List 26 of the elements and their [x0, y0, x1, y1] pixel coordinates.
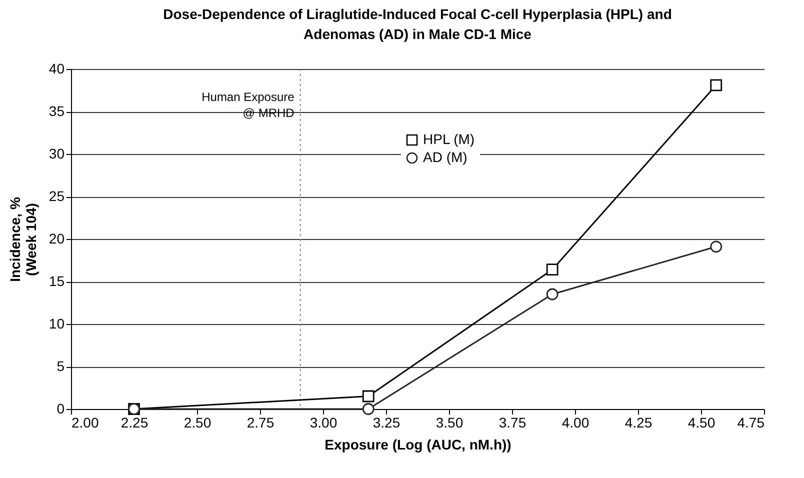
x-tick-label: 4.25: [624, 414, 652, 430]
y-tick-label: 15: [48, 273, 65, 289]
x-tick-label: 4.50: [688, 414, 716, 430]
y-tick-label: 40: [48, 60, 65, 76]
x-tick-label: 3.75: [498, 414, 526, 430]
y-tick-label: 20: [48, 230, 65, 246]
x-tick-label: 4.00: [562, 414, 590, 430]
y-axis-title: Incidence, % (Week 104): [6, 196, 39, 282]
x-tick-label: 3.00: [310, 414, 338, 430]
x-tick-label: 3.25: [372, 414, 400, 430]
chart-title: Dose-Dependence of Liraglutide-Induced Focal C-cell Hyperplasia (HPL) and Adenomas (AD) in Male CD-1 Mice: [163, 6, 672, 42]
x-tick-label: 2.00: [72, 414, 99, 430]
x-tick-label: 4.75: [737, 414, 765, 430]
y-tick-label: 35: [48, 103, 65, 119]
x-tick-label: 2.50: [184, 414, 212, 430]
x-tick-label: 3.50: [436, 414, 464, 430]
y-tick-label: 5: [56, 358, 65, 374]
legend-label: HPL (M): [423, 131, 475, 147]
y-tick-label: 10: [48, 316, 65, 332]
y-tick-label: 0: [56, 400, 65, 416]
x-tick-label: 2.25: [120, 414, 148, 430]
y-tick-label: 30: [48, 146, 65, 162]
x-axis-title: Exposure (Log (AUC, nM.h)): [324, 436, 512, 452]
x-tick-label: 2.75: [246, 414, 274, 430]
y-tick-label: 25: [48, 188, 65, 204]
legend-label: AD (M): [423, 149, 468, 165]
